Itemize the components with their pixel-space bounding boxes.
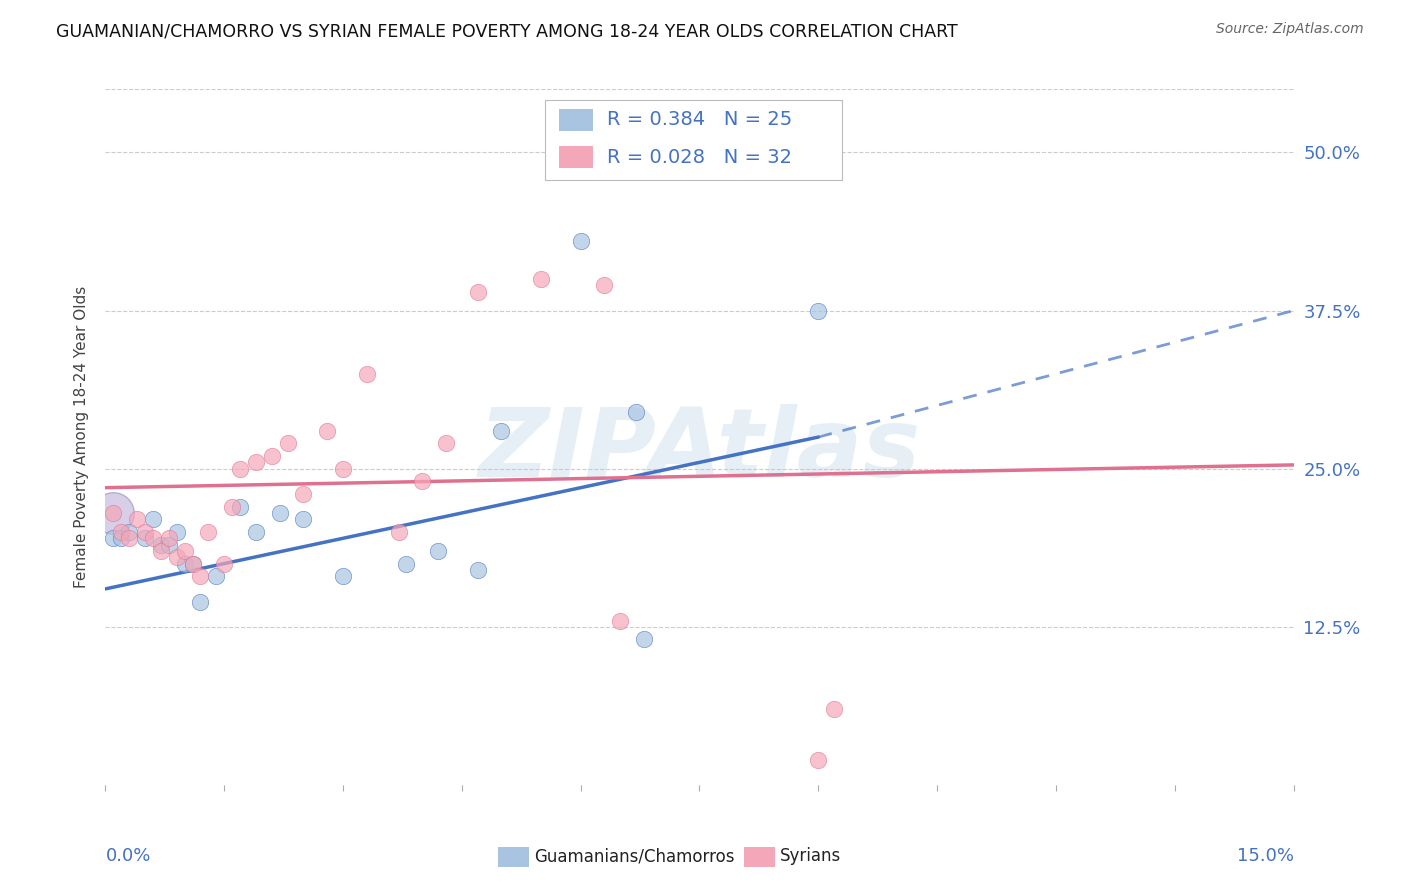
Text: Source: ZipAtlas.com: Source: ZipAtlas.com — [1216, 22, 1364, 37]
Point — [491, 424, 513, 438]
Point — [142, 512, 165, 526]
Point — [395, 557, 418, 571]
Point — [624, 405, 647, 419]
FancyBboxPatch shape — [560, 109, 592, 131]
Point — [332, 461, 354, 475]
Point — [229, 500, 252, 514]
Point — [110, 531, 132, 545]
Point — [118, 524, 141, 539]
Point — [127, 512, 149, 526]
Point — [149, 538, 172, 552]
Text: R = 0.384   N = 25: R = 0.384 N = 25 — [607, 110, 792, 128]
Text: 0.0%: 0.0% — [105, 847, 150, 865]
Point — [269, 506, 291, 520]
Point — [609, 614, 631, 628]
Point — [593, 278, 616, 293]
Point — [356, 367, 378, 381]
Y-axis label: Female Poverty Among 18-24 Year Olds: Female Poverty Among 18-24 Year Olds — [75, 286, 90, 588]
Point — [166, 550, 188, 565]
Point — [569, 234, 592, 248]
Point — [118, 531, 141, 545]
Point — [277, 436, 299, 450]
Point — [221, 500, 243, 514]
Point — [190, 594, 212, 608]
Point — [387, 524, 409, 539]
Point — [807, 303, 830, 318]
Text: Guamanians/Chamorros: Guamanians/Chamorros — [534, 847, 735, 865]
Point — [245, 524, 267, 539]
FancyBboxPatch shape — [560, 145, 592, 168]
Point — [467, 285, 489, 299]
Point — [142, 531, 165, 545]
Point — [181, 557, 204, 571]
Point — [807, 753, 830, 767]
Point — [173, 557, 195, 571]
Point — [245, 455, 267, 469]
Point — [292, 512, 315, 526]
Point — [173, 544, 195, 558]
Point — [823, 702, 845, 716]
Point — [110, 524, 132, 539]
Text: GUAMANIAN/CHAMORRO VS SYRIAN FEMALE POVERTY AMONG 18-24 YEAR OLDS CORRELATION CH: GUAMANIAN/CHAMORRO VS SYRIAN FEMALE POVE… — [56, 22, 957, 40]
Point — [467, 563, 489, 577]
Point — [181, 557, 204, 571]
Text: ZIPAtlas: ZIPAtlas — [478, 404, 921, 498]
Point — [103, 506, 125, 520]
Point — [103, 506, 125, 520]
Point — [103, 531, 125, 545]
Point — [332, 569, 354, 583]
Text: 15.0%: 15.0% — [1236, 847, 1294, 865]
Point — [530, 272, 553, 286]
Point — [166, 524, 188, 539]
Text: Syrians: Syrians — [780, 847, 842, 865]
Point — [134, 531, 156, 545]
Point — [197, 524, 219, 539]
Point — [149, 544, 172, 558]
FancyBboxPatch shape — [546, 100, 842, 179]
Point — [190, 569, 212, 583]
Point — [214, 557, 236, 571]
Point — [316, 424, 339, 438]
Point — [434, 436, 457, 450]
Point — [633, 632, 655, 647]
Point — [134, 524, 156, 539]
Point — [427, 544, 450, 558]
Point — [292, 487, 315, 501]
Point — [229, 461, 252, 475]
Text: R = 0.028   N = 32: R = 0.028 N = 32 — [607, 148, 792, 167]
Point — [157, 538, 180, 552]
Point — [205, 569, 228, 583]
Point — [260, 449, 283, 463]
Point — [157, 531, 180, 545]
Point — [411, 475, 433, 489]
